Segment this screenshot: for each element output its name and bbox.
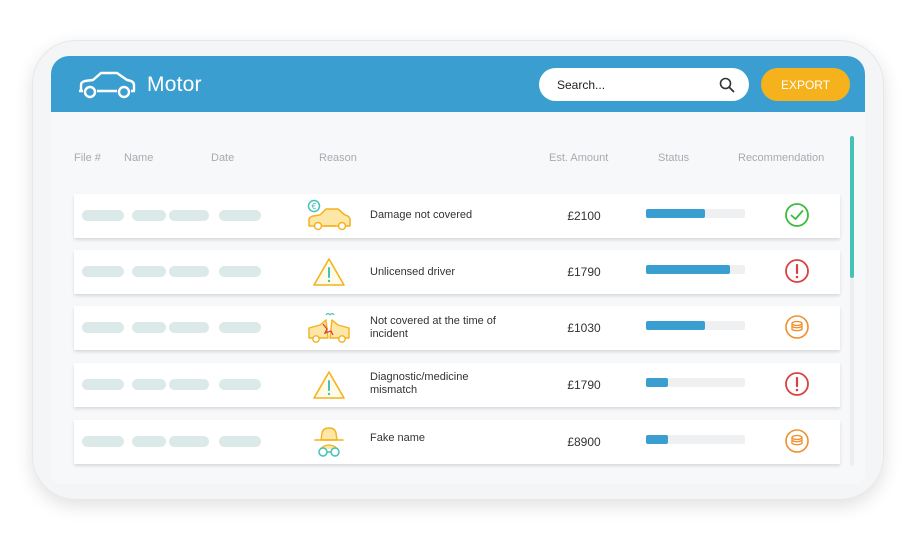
car-crash-icon (308, 312, 350, 343)
approve-check-icon[interactable] (784, 202, 810, 228)
status-progress-fill (646, 435, 668, 444)
alert-exclamation-icon[interactable] (784, 258, 810, 284)
status-progress-bar (646, 265, 745, 274)
svg-text:€: € (311, 202, 316, 211)
column-header-name[interactable]: Name (124, 152, 154, 164)
column-header-reason[interactable]: Reason (319, 152, 357, 164)
amount-value: £2100 (567, 209, 601, 223)
amount-value: £8900 (567, 435, 601, 449)
reason-text: Fake name (370, 432, 426, 444)
scrollbar[interactable] (850, 136, 854, 466)
last-name-placeholder (169, 322, 209, 333)
first-name-placeholder (132, 266, 166, 277)
search-icon[interactable] (719, 77, 735, 93)
table-row[interactable]: € Damage not covered £2100 (74, 194, 840, 238)
file-number-placeholder (82, 266, 124, 277)
search-input[interactable] (555, 74, 709, 96)
column-header-date[interactable]: Date (211, 152, 235, 164)
export-button[interactable]: EXPORT (761, 68, 850, 101)
car-icon (79, 71, 136, 99)
first-name-placeholder (132, 210, 166, 221)
date-placeholder (219, 266, 261, 277)
app-header: Motor EXPORT (51, 56, 865, 112)
car-euro-icon: € (307, 199, 351, 231)
last-name-placeholder (169, 379, 209, 390)
file-number-placeholder (82, 436, 124, 447)
status-progress-fill (646, 265, 731, 274)
first-name-placeholder (132, 322, 166, 333)
amount-value: £1790 (567, 265, 601, 279)
coins-icon[interactable] (784, 314, 810, 340)
table-row[interactable]: Unlicensed driver £1790 (74, 250, 840, 294)
amount-value: £1790 (567, 378, 601, 392)
file-number-placeholder (82, 379, 124, 390)
status-progress-bar (646, 378, 745, 387)
status-progress-fill (646, 378, 668, 387)
date-placeholder (219, 322, 261, 333)
warning-triangle-icon (313, 371, 345, 399)
column-header-recommendation[interactable]: Recommendation (738, 152, 825, 164)
file-number-placeholder (82, 210, 124, 221)
warning-triangle-icon (313, 258, 345, 286)
status-progress-bar (646, 435, 745, 444)
date-placeholder (219, 379, 261, 390)
column-header-amount[interactable]: Est. Amount (549, 152, 609, 164)
status-progress-bar (646, 209, 745, 218)
reason-text: Unlicensed driver (370, 266, 455, 278)
search-box[interactable] (539, 68, 749, 101)
column-header-status[interactable]: Status (658, 152, 690, 164)
first-name-placeholder (132, 379, 166, 390)
status-progress-fill (646, 321, 706, 330)
amount-value: £1030 (567, 321, 601, 335)
column-header-file[interactable]: File # (74, 152, 101, 164)
date-placeholder (219, 436, 261, 447)
table-row[interactable]: Not covered at the time of incident £103… (74, 306, 840, 350)
table-row[interactable]: Fake name £8900 (74, 420, 840, 464)
page-title: Motor (147, 73, 202, 96)
date-placeholder (219, 210, 261, 221)
last-name-placeholder (169, 436, 209, 447)
table-row[interactable]: Diagnostic/medicine mismatch £1790 (74, 363, 840, 407)
alert-exclamation-icon[interactable] (784, 371, 810, 397)
last-name-placeholder (169, 210, 209, 221)
reason-text: Diagnostic/medicine mismatch (370, 371, 469, 396)
status-progress-bar (646, 321, 745, 330)
reason-text: Damage not covered (370, 209, 473, 221)
file-number-placeholder (82, 322, 124, 333)
scrollbar-thumb[interactable] (850, 136, 854, 278)
status-progress-fill (646, 209, 706, 218)
coins-icon[interactable] (784, 428, 810, 454)
app-window: Motor EXPORT File # Name Date Reason Est… (51, 56, 865, 484)
first-name-placeholder (132, 436, 166, 447)
incognito-icon (314, 427, 344, 457)
reason-text: Not covered at the time of incident (370, 315, 496, 340)
last-name-placeholder (169, 266, 209, 277)
